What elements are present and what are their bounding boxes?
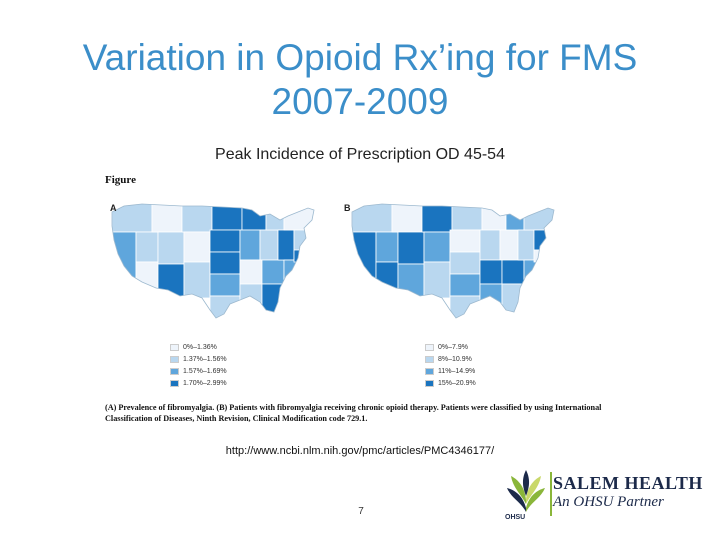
legend-a-label: 0%–1.36% [183,343,217,351]
salem-health-leaf-logo-icon [507,470,545,512]
panel-letter-a: A [110,203,117,213]
legend-b-entry: 15%–20.9% [425,377,476,389]
logo-name: SALEM HEALTH [553,473,703,493]
legend-b-label: 11%–14.9% [438,367,476,375]
legend-b-entry: 11%–14.9% [425,365,476,377]
legend-a-label: 1.70%–2.99% [183,379,227,387]
figure-caption: (A) Prevalence of fibromyalgia. (B) Pati… [105,403,602,423]
slide-subtitle: Peak Incidence of Prescription OD 45-54 [215,146,505,163]
legend-b-entry: 0%–7.9% [425,341,476,353]
logo-divider [550,472,552,516]
legend-b-label: 0%–7.9% [438,343,468,351]
source-link[interactable]: http://www.ncbi.nlm.nih.gov/pmc/articles… [225,445,495,457]
map-a [112,204,314,318]
map-b [352,204,554,318]
legend-b: 0%–7.9% 8%–10.9% 11%–14.9% 15%–20.9% [425,341,476,389]
legend-a: 0%–1.36% 1.37%–1.56% 1.57%–1.69% 1.70%–2… [170,341,227,389]
legend-a-entry: 1.70%–2.99% [170,377,227,389]
legend-b-label: 15%–20.9% [438,379,476,387]
slide-title: Variation in Opioid Rx’ing for FMS 2007-… [82,37,638,122]
figure-maps [111,203,555,319]
figure-label: Figure [105,174,136,186]
legend-b-label: 8%–10.9% [438,355,472,363]
legend-a-entry: 0%–1.36% [170,341,227,353]
legend-a-entry: 1.57%–1.69% [170,365,227,377]
legend-b-entry: 8%–10.9% [425,353,476,365]
logo-mark-text: OHSU [505,514,526,521]
legend-a-label: 1.37%–1.56% [183,355,227,363]
panel-letter-b: B [344,203,351,213]
legend-a-label: 1.57%–1.69% [183,367,227,375]
legend-a-entry: 1.37%–1.56% [170,353,227,365]
page-number: 7 [358,506,364,517]
logo-tagline: An OHSU Partner [553,494,664,510]
